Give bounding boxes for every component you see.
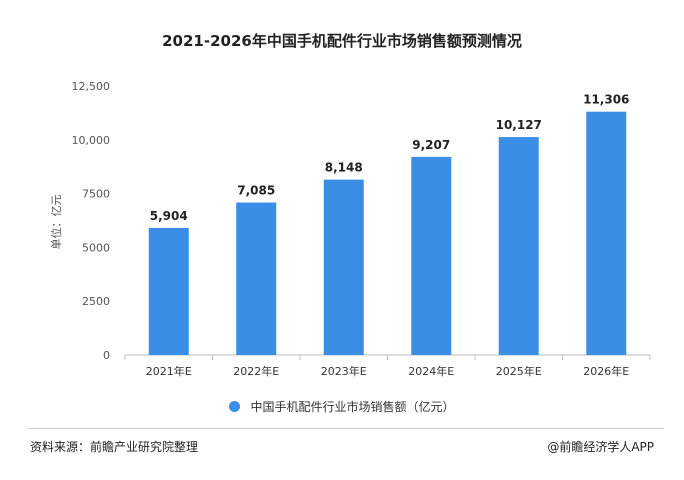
- data-label: 9,207: [412, 138, 450, 152]
- chart-title: 2021-2026年中国手机配件行业市场销售额预测情况: [162, 32, 522, 50]
- data-label: 5,904: [150, 209, 188, 223]
- bar-chart: 单位：亿元 0 2500 5000 7500 10,000 12,500 5,904 7,0…: [49, 80, 651, 378]
- x-tick-label: 2023年E: [321, 364, 367, 378]
- legend: 中国手机配件行业市场销售额（亿元）: [0, 398, 684, 415]
- footer-divider: [28, 428, 664, 429]
- bars: [148, 111, 627, 355]
- y-tick-label: 0: [103, 349, 110, 362]
- y-tick-label: 12,500: [72, 80, 111, 93]
- x-tick-label: 2026年E: [583, 364, 629, 378]
- x-tick-label: 2021年E: [146, 364, 192, 378]
- legend-marker: [229, 401, 241, 412]
- y-tick-label: 7500: [82, 188, 110, 201]
- bar: [323, 179, 364, 355]
- x-tick-label: 2024年E: [408, 364, 454, 378]
- data-label: 10,127: [496, 118, 542, 132]
- bar: [586, 111, 627, 355]
- brand-credit: @前瞻经济学人APP: [547, 440, 654, 454]
- bar: [498, 137, 539, 355]
- data-label: 11,306: [583, 93, 629, 107]
- source-note: 资料来源：前瞻产业研究院整理: [30, 440, 199, 454]
- y-axis-ticks: 0 2500 5000 7500 10,000 12,500: [72, 80, 111, 362]
- data-label: 8,148: [325, 161, 363, 175]
- y-axis-label: 单位：亿元: [49, 195, 63, 250]
- x-axis-ticks: 2021年E 2022年E 2023年E 2024年E 2025年E 2026年E: [124, 355, 651, 378]
- data-label: 7,085: [237, 184, 275, 198]
- y-tick-label: 10,000: [72, 134, 111, 147]
- data-labels: 5,904 7,085 8,148 9,207 10,127 11,306: [150, 93, 630, 223]
- bar: [236, 202, 277, 355]
- bar: [148, 227, 189, 355]
- y-tick-label: 2500: [82, 295, 110, 308]
- legend-label: 中国手机配件行业市场销售额（亿元）: [250, 400, 455, 414]
- bar: [411, 156, 452, 355]
- x-tick-label: 2022年E: [233, 364, 279, 378]
- y-tick-label: 5000: [82, 241, 110, 254]
- x-tick-label: 2025年E: [496, 364, 542, 378]
